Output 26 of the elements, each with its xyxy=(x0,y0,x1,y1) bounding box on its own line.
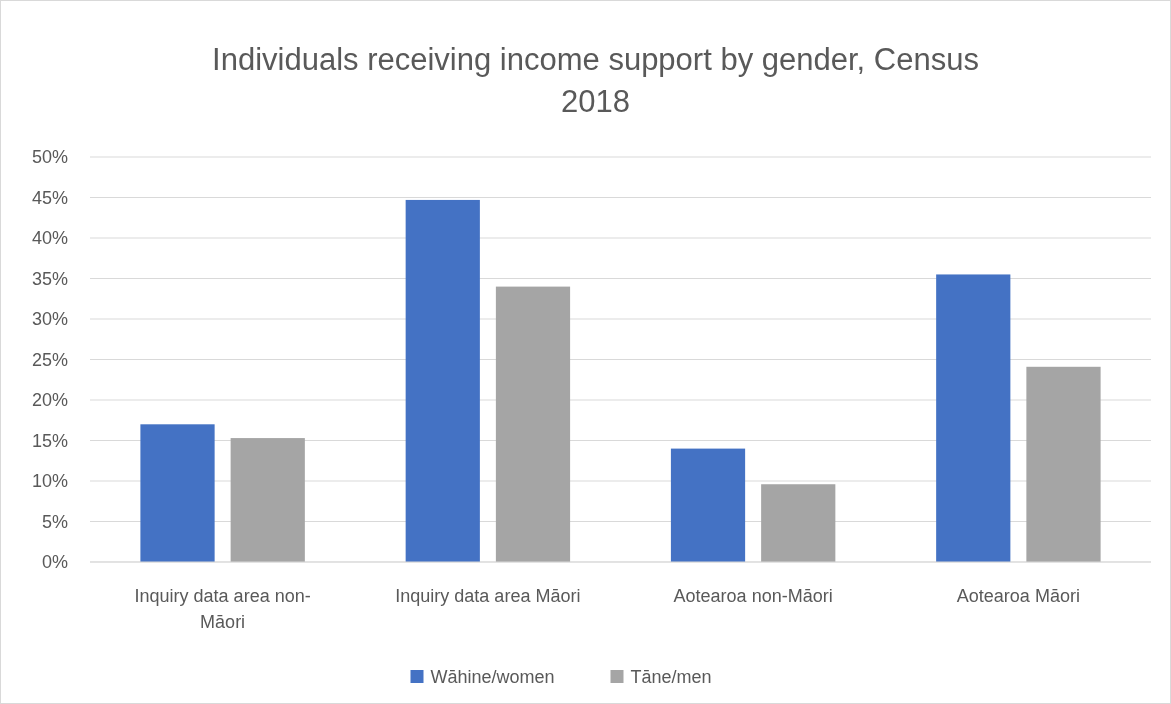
y-tick-label: 20% xyxy=(31,390,68,411)
y-tick-label: 50% xyxy=(31,147,68,168)
y-tick-label: 40% xyxy=(31,228,68,249)
y-tick-label: 10% xyxy=(31,471,68,492)
bar xyxy=(405,199,480,562)
y-tick-label: 25% xyxy=(31,349,68,370)
x-tick-label: Inquiry data area Māori xyxy=(395,586,581,606)
x-tick-label: Inquiry data area non-Māori xyxy=(134,586,311,632)
bar xyxy=(140,424,215,562)
chart-title: Individuals receiving income support by gender, Census 2018 xyxy=(212,42,979,119)
legend-label: Tāne/men xyxy=(630,667,712,688)
bar xyxy=(1026,366,1101,562)
x-tick-label: Aotearoa non-Māori xyxy=(673,586,833,606)
bar xyxy=(670,448,746,562)
y-tick-label: 15% xyxy=(31,430,68,451)
y-tick-label: 5% xyxy=(41,511,68,532)
bar xyxy=(936,274,1011,562)
bar xyxy=(495,286,571,562)
y-tick-label: 45% xyxy=(31,187,68,208)
bar xyxy=(230,438,305,562)
x-tick-label: Aotearoa Māori xyxy=(956,586,1080,606)
y-tick-label: 35% xyxy=(31,268,68,289)
y-tick-label: 30% xyxy=(31,309,68,330)
legend-label: Wāhine/women xyxy=(430,667,555,688)
y-tick-label: 0% xyxy=(41,552,68,573)
bar xyxy=(761,484,836,562)
